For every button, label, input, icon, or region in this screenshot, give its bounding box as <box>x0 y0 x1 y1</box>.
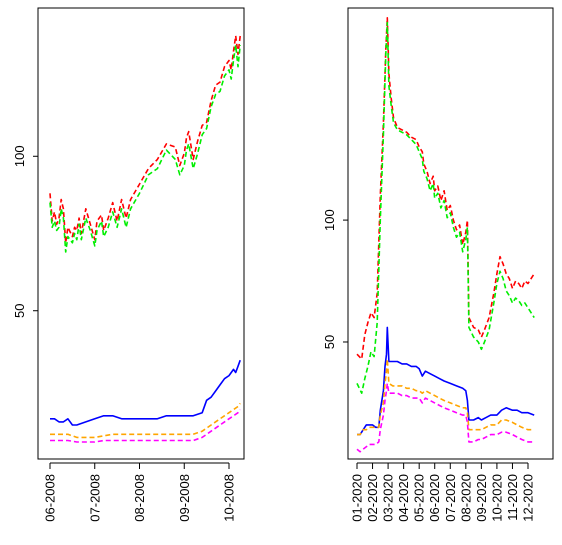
left-chart-panel: 50 100 06-2008 07-2008 08-2008 09-2008 10-2008 <box>12 7 245 522</box>
right-plot-frame <box>347 7 554 460</box>
right-x-tick-label: 04-2020 <box>396 474 411 522</box>
right-x-tick-label: 03-2020 <box>381 474 396 522</box>
left-y-tick-label: 100 <box>12 145 27 167</box>
left-plot-frame <box>37 7 245 460</box>
left-series-line-1 <box>49 35 241 244</box>
right-series-group <box>356 17 535 453</box>
right-x-tick-label: 10-2020 <box>489 474 504 522</box>
left-x-tick-label: 07-2008 <box>87 474 102 522</box>
right-x-tick-label: 08-2020 <box>458 474 473 522</box>
right-series-line-2 <box>356 21 535 394</box>
right-x-tick-label: 01-2020 <box>350 474 365 522</box>
right-x-tick-label: 02-2020 <box>365 474 380 522</box>
right-series-line-3 <box>357 326 535 436</box>
left-x-tick-label: 06-2008 <box>43 474 58 522</box>
right-series-line-5 <box>356 382 535 453</box>
left-series-line-3 <box>50 359 241 426</box>
left-x-tick-label: 08-2008 <box>132 474 147 522</box>
right-chart-panel: 50 100 01-2020 02-2020 03-2020 04-2020 05-2020… <box>322 7 554 522</box>
right-x-tick-label: 09-2020 <box>474 474 489 522</box>
left-series-line-2 <box>49 44 241 253</box>
left-x-tick-label: 10-2008 <box>222 474 237 522</box>
right-x-tick-label: 06-2020 <box>427 474 442 522</box>
right-y-tick-label: 100 <box>322 209 337 231</box>
left-y-tick-label: 50 <box>12 303 27 317</box>
right-x-tick-label: 12-2020 <box>521 474 536 522</box>
left-series-line-5 <box>50 409 241 443</box>
left-series-line-4 <box>50 402 241 439</box>
right-x-tick-label: 05-2020 <box>412 474 427 522</box>
left-series-group <box>49 35 241 443</box>
right-series-line-1 <box>356 17 535 360</box>
left-x-tick-label: 09-2008 <box>177 474 192 522</box>
right-x-tick-label: 11-2020 <box>505 474 520 521</box>
right-y-tick-label: 50 <box>322 335 337 349</box>
right-x-tick-label: 07-2020 <box>443 474 458 522</box>
right-series-line-4 <box>357 358 535 436</box>
